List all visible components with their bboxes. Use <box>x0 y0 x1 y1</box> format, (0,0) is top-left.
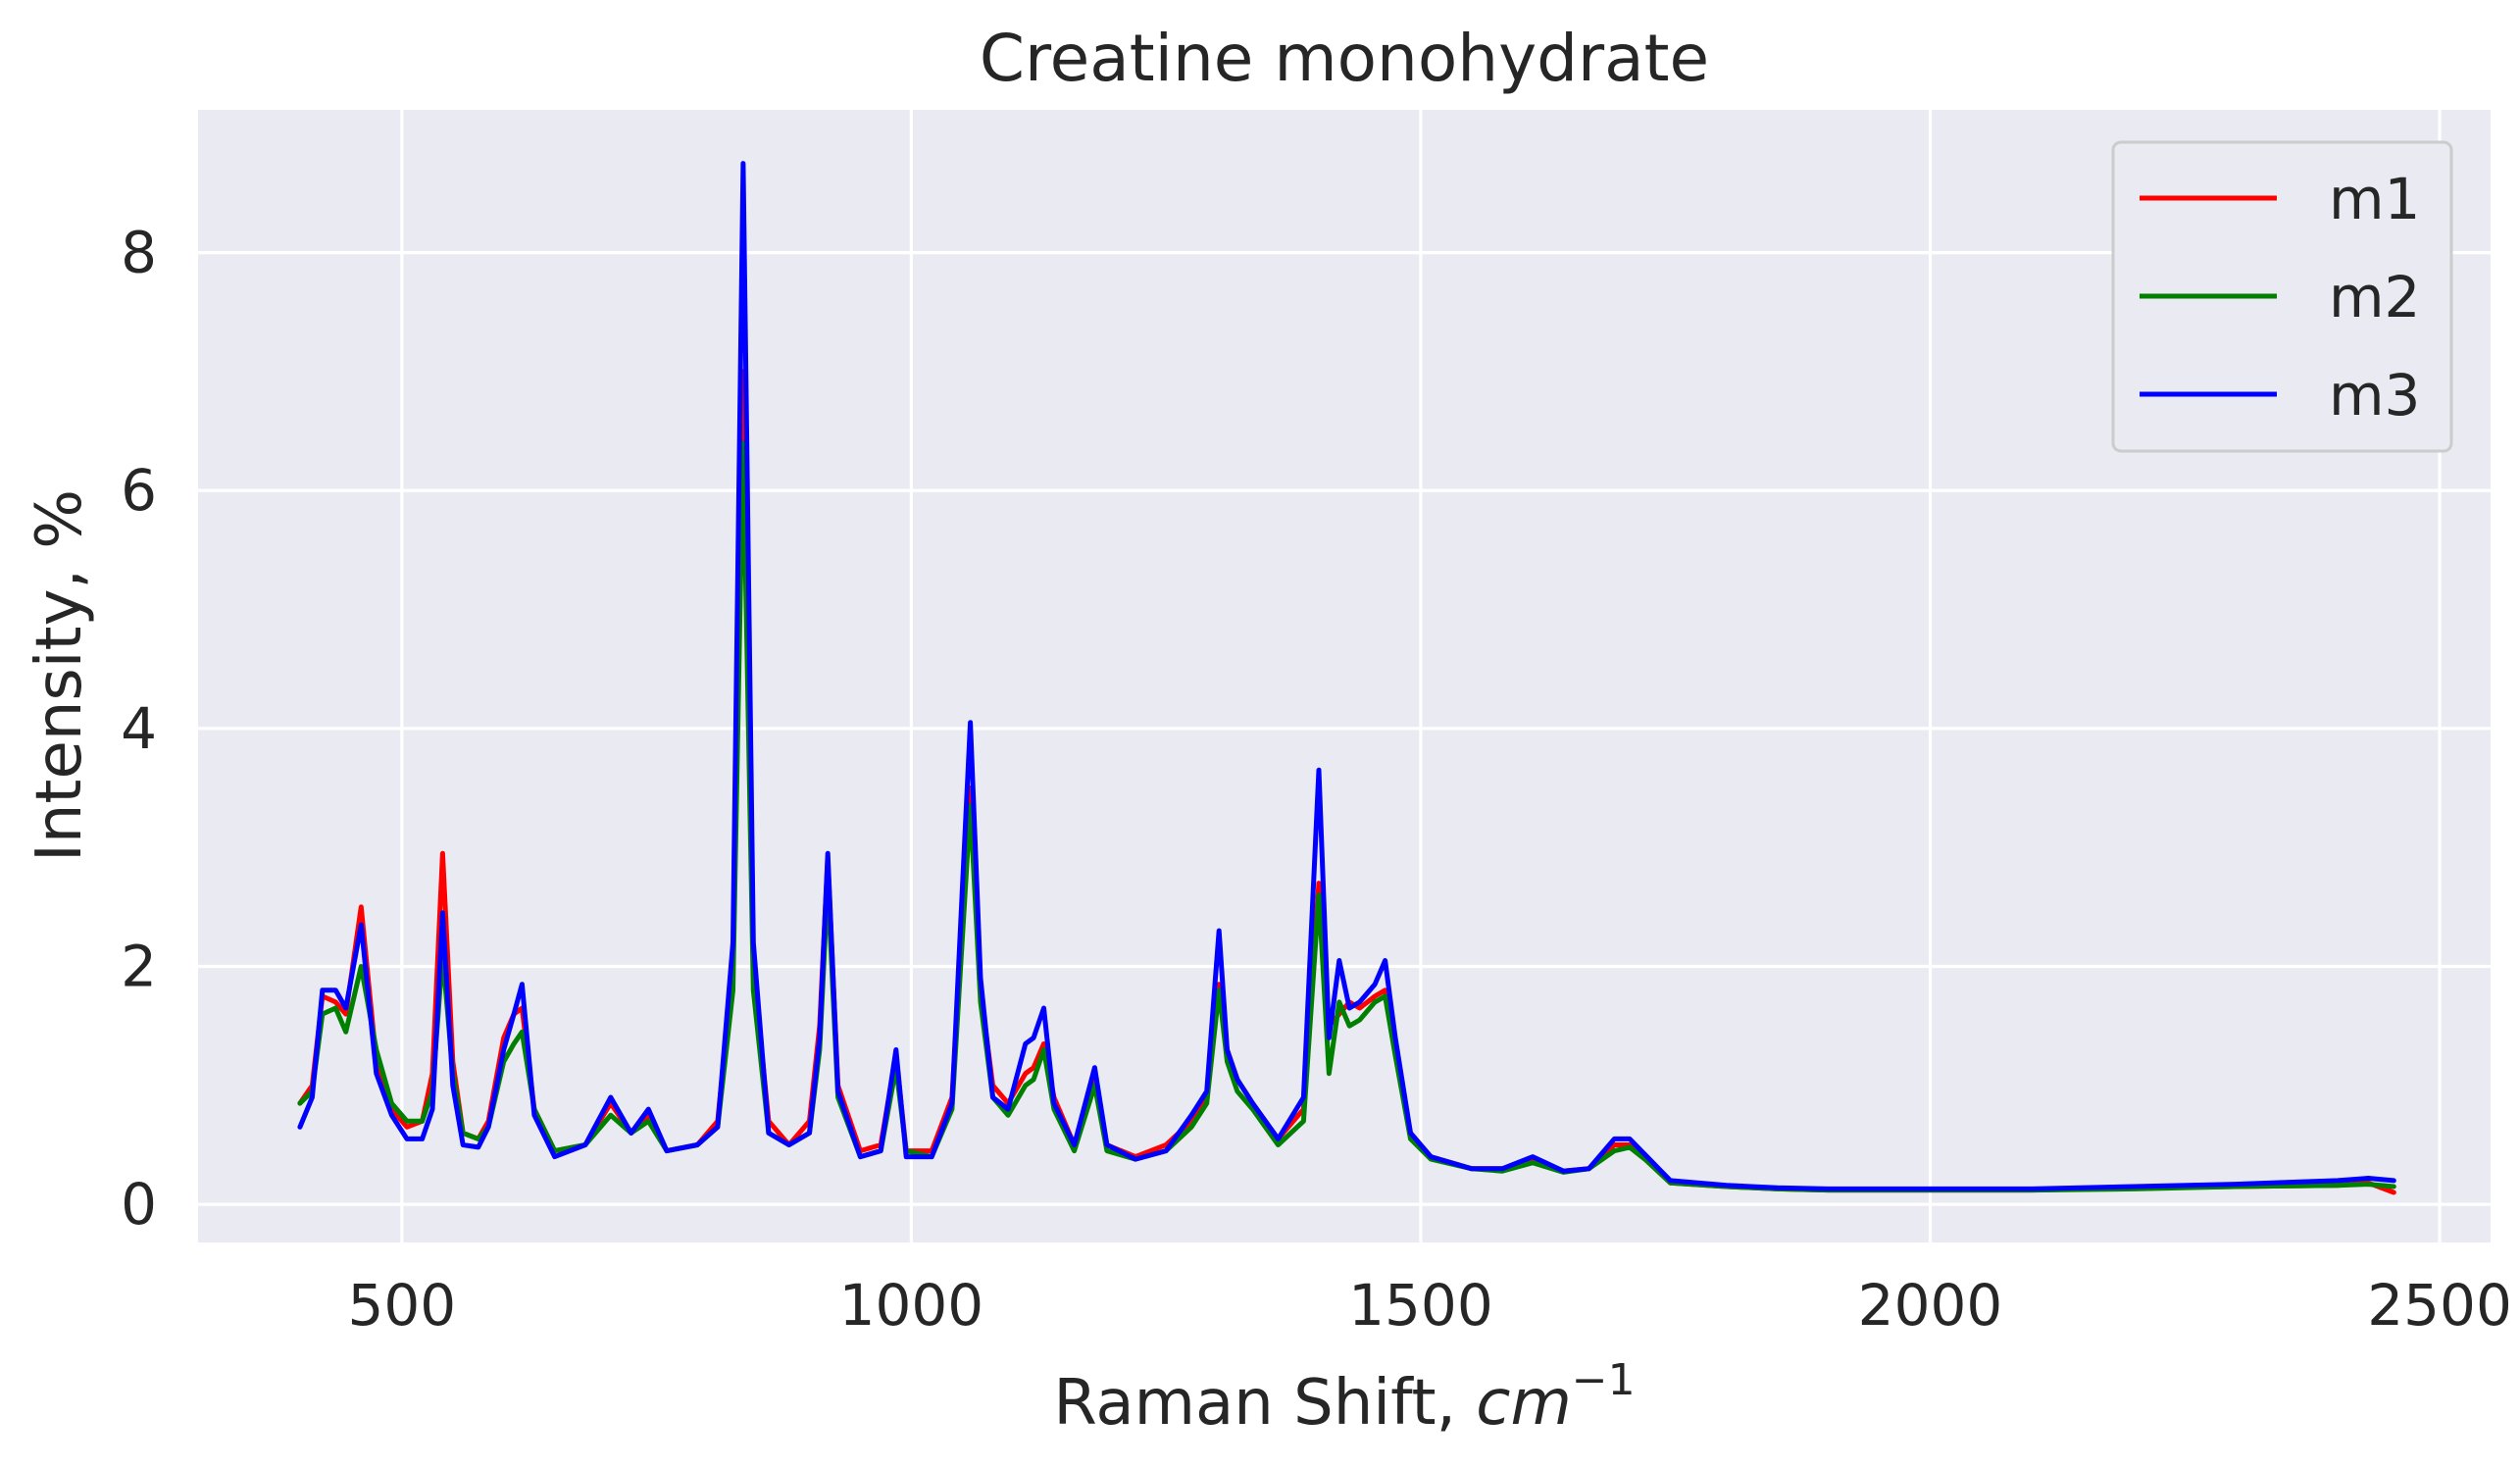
x-tick-label: 2000 <box>1858 1272 2003 1339</box>
legend-label-m1: m1 <box>2329 166 2420 232</box>
y-tick-label: 2 <box>121 934 157 1000</box>
legend: m1 m2 m3 <box>2111 140 2453 453</box>
y-tick-label: 4 <box>121 695 157 762</box>
y-tick-label: 0 <box>121 1171 157 1238</box>
x-tick-label: 500 <box>347 1272 456 1339</box>
plot-area <box>198 110 2491 1242</box>
y-tick-label: 8 <box>121 220 157 286</box>
x-tick-labels: 500 1000 1500 2000 2500 <box>347 1272 2511 1339</box>
x-axis-label-exponent: −1 <box>1572 1355 1636 1405</box>
x-tick-label: 2500 <box>2367 1272 2512 1339</box>
y-tick-label: 6 <box>121 457 157 524</box>
x-axis-label: Raman Shift, cm−1 <box>1053 1355 1635 1440</box>
y-axis-label: Intensity, % <box>24 489 96 862</box>
chart-title: Creatine monohydrate <box>980 21 1709 96</box>
x-tick-label: 1000 <box>839 1272 984 1339</box>
x-tick-label: 1500 <box>1348 1272 1493 1339</box>
legend-label-m3: m3 <box>2329 362 2420 429</box>
x-axis-label-math: cm <box>1476 1367 1572 1440</box>
legend-label-m2: m2 <box>2329 264 2420 330</box>
series-line-m3 <box>297 161 2396 1191</box>
y-tick-labels: 0 2 4 6 8 <box>121 220 157 1239</box>
legend-box <box>2111 140 2453 453</box>
series-lines <box>297 161 2396 1195</box>
gridlines <box>198 110 2491 1242</box>
